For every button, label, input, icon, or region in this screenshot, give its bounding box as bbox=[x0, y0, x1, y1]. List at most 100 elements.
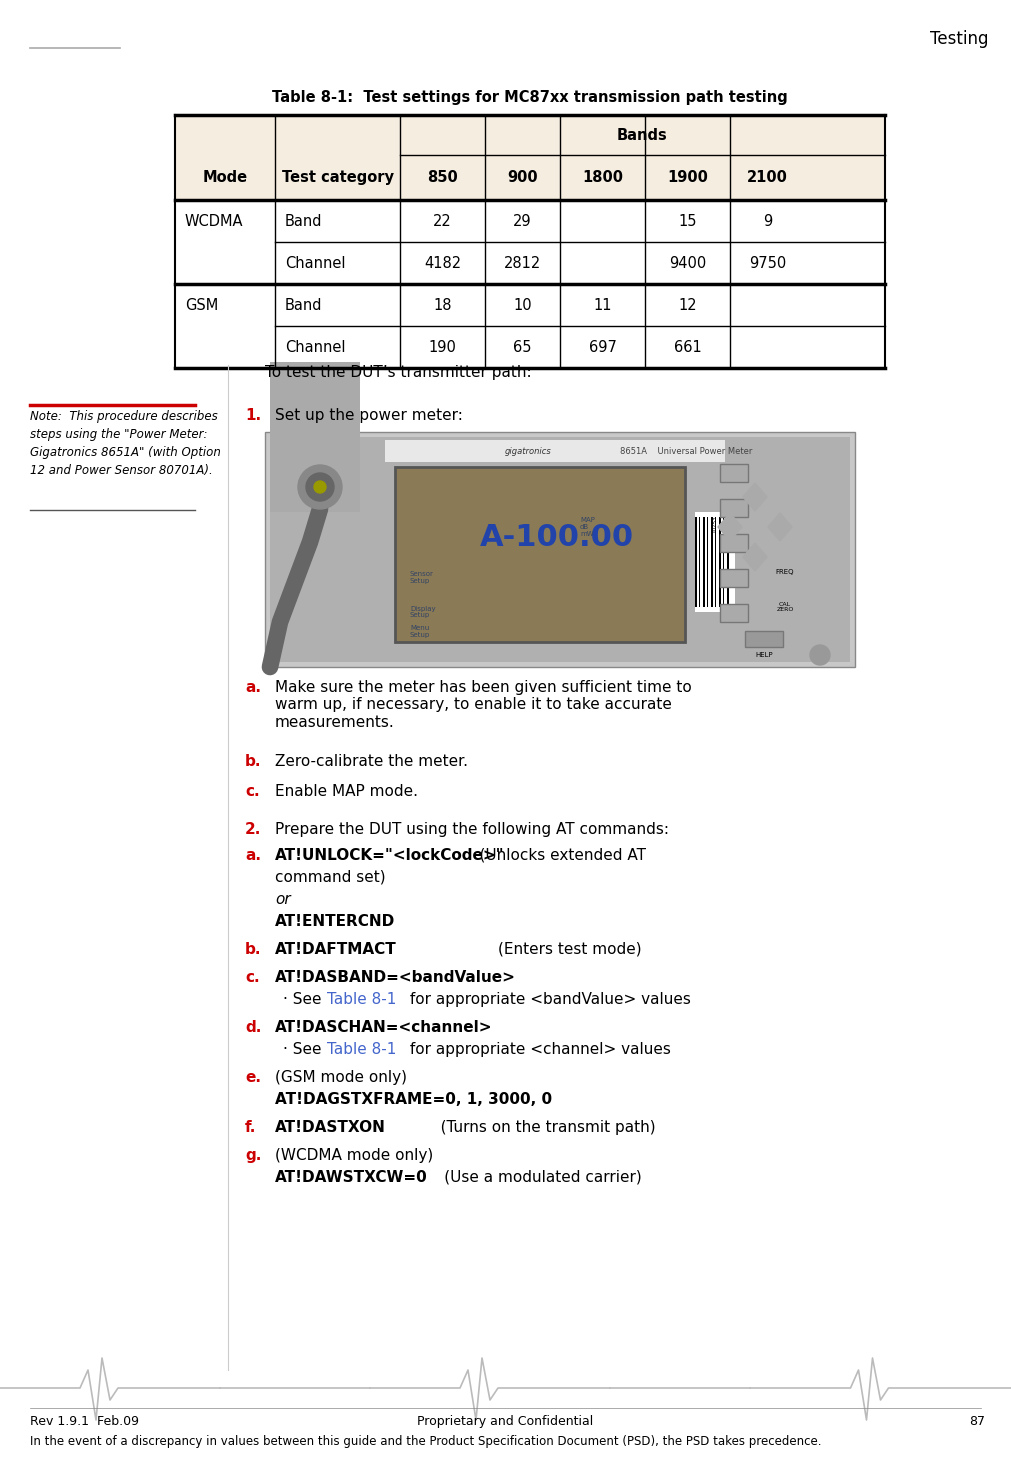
Text: b.: b. bbox=[245, 942, 262, 957]
Text: AT!DASBAND=<bandValue>: AT!DASBAND=<bandValue> bbox=[275, 970, 516, 985]
Bar bbox=[727, 517, 729, 606]
Bar bbox=[703, 517, 705, 606]
Text: steps using the "Power Meter:: steps using the "Power Meter: bbox=[30, 429, 207, 440]
Text: Enable MAP mode.: Enable MAP mode. bbox=[275, 784, 418, 799]
Bar bbox=[720, 534, 748, 552]
Text: Mode: Mode bbox=[202, 170, 248, 185]
Text: A-100.00: A-100.00 bbox=[480, 523, 634, 552]
Text: 4182: 4182 bbox=[424, 255, 461, 270]
Text: 12: 12 bbox=[678, 298, 697, 313]
Bar bbox=[745, 631, 783, 647]
Bar bbox=[720, 603, 748, 622]
Text: Sensor
Setup: Sensor Setup bbox=[410, 571, 434, 583]
Text: 8651A    Universal Power Meter: 8651A Universal Power Meter bbox=[620, 446, 752, 455]
Text: 9: 9 bbox=[763, 213, 772, 229]
Circle shape bbox=[306, 473, 334, 501]
Bar bbox=[385, 440, 725, 462]
Circle shape bbox=[314, 482, 326, 493]
Text: HELP: HELP bbox=[755, 652, 772, 658]
Text: 29: 29 bbox=[514, 213, 532, 229]
Text: 22: 22 bbox=[433, 213, 452, 229]
Text: Proprietary and Confidential: Proprietary and Confidential bbox=[417, 1415, 593, 1428]
Text: f.: f. bbox=[245, 1120, 257, 1135]
Text: AT!DAFTMACT: AT!DAFTMACT bbox=[275, 942, 396, 957]
Text: In the event of a discrepancy in values between this guide and the Product Speci: In the event of a discrepancy in values … bbox=[30, 1436, 822, 1447]
Text: Note:  This procedure describes: Note: This procedure describes bbox=[30, 410, 217, 423]
Text: AT!ENTERCND: AT!ENTERCND bbox=[275, 915, 395, 929]
Circle shape bbox=[810, 644, 830, 665]
Text: d.: d. bbox=[245, 1020, 262, 1035]
Bar bbox=[175, 115, 885, 200]
Text: Make sure the meter has been given sufficient time to
warm up, if necessary, to : Make sure the meter has been given suffi… bbox=[275, 680, 692, 730]
Text: c.: c. bbox=[245, 784, 260, 799]
Text: 900: 900 bbox=[508, 170, 538, 185]
Text: Channel: Channel bbox=[285, 339, 346, 354]
Text: 2812: 2812 bbox=[503, 255, 541, 270]
Text: e.: e. bbox=[245, 1070, 261, 1085]
Text: 1900: 1900 bbox=[667, 170, 708, 185]
Text: 15: 15 bbox=[678, 213, 697, 229]
Polygon shape bbox=[718, 512, 742, 542]
Text: Band: Band bbox=[285, 298, 323, 313]
Bar bbox=[270, 363, 360, 512]
Text: 2100: 2100 bbox=[747, 170, 788, 185]
Text: (GSM mode only): (GSM mode only) bbox=[275, 1070, 407, 1085]
Polygon shape bbox=[743, 483, 767, 511]
Text: command set): command set) bbox=[275, 871, 385, 885]
Text: AT!UNLOCK="<lockCode>": AT!UNLOCK="<lockCode>" bbox=[275, 849, 504, 863]
Text: (Unlocks extended AT: (Unlocks extended AT bbox=[460, 849, 646, 863]
Text: · See: · See bbox=[283, 992, 327, 1007]
Text: for appropriate <channel> values: for appropriate <channel> values bbox=[405, 1042, 671, 1057]
Text: Table 8-1: Table 8-1 bbox=[327, 1042, 396, 1057]
Bar bbox=[270, 437, 850, 662]
Text: 1.: 1. bbox=[245, 408, 261, 423]
Polygon shape bbox=[768, 512, 792, 542]
Polygon shape bbox=[743, 543, 767, 571]
Text: (Turns on the transmit path): (Turns on the transmit path) bbox=[387, 1120, 655, 1135]
Text: c.: c. bbox=[245, 970, 260, 985]
Text: Menu
Setup: Menu Setup bbox=[410, 625, 431, 639]
Bar bbox=[175, 200, 885, 242]
Text: Bands: Bands bbox=[617, 128, 668, 142]
Text: (WCDMA mode only): (WCDMA mode only) bbox=[275, 1148, 434, 1163]
Text: AT!DAGSTXFRAME=0, 1, 3000, 0: AT!DAGSTXFRAME=0, 1, 3000, 0 bbox=[275, 1092, 552, 1107]
Text: To test the DUT’s transmitter path:: To test the DUT’s transmitter path: bbox=[265, 366, 532, 380]
Text: WCDMA: WCDMA bbox=[185, 213, 244, 229]
Bar bbox=[720, 464, 748, 482]
Bar bbox=[695, 512, 735, 612]
Text: 190: 190 bbox=[429, 339, 456, 354]
Text: Band: Band bbox=[285, 213, 323, 229]
Text: (Use a modulated carrier): (Use a modulated carrier) bbox=[415, 1170, 642, 1185]
Bar bbox=[711, 517, 713, 606]
Text: a.: a. bbox=[245, 849, 261, 863]
Circle shape bbox=[298, 465, 342, 509]
Text: Table 8-1: Table 8-1 bbox=[327, 992, 396, 1007]
Bar bbox=[720, 570, 748, 587]
Bar bbox=[719, 517, 721, 606]
Text: AT!DASTXON: AT!DASTXON bbox=[275, 1120, 386, 1135]
Text: (Enters test mode): (Enters test mode) bbox=[420, 942, 642, 957]
Bar bbox=[395, 467, 685, 642]
Text: 87: 87 bbox=[969, 1415, 985, 1428]
Text: Zero-calibrate the meter.: Zero-calibrate the meter. bbox=[275, 755, 468, 769]
Text: Display
Setup: Display Setup bbox=[410, 605, 436, 618]
Text: for appropriate <bandValue> values: for appropriate <bandValue> values bbox=[405, 992, 691, 1007]
Text: Test category: Test category bbox=[281, 170, 393, 185]
Bar bbox=[175, 242, 885, 283]
Text: 65: 65 bbox=[514, 339, 532, 354]
Text: 1800: 1800 bbox=[582, 170, 623, 185]
Bar bbox=[175, 283, 885, 326]
Text: 9750: 9750 bbox=[749, 255, 787, 270]
Text: CAL
ZERO: CAL ZERO bbox=[776, 602, 794, 612]
Text: 11: 11 bbox=[593, 298, 612, 313]
Text: Set up the power meter:: Set up the power meter: bbox=[275, 408, 463, 423]
Text: MAP
dB
mW: MAP dB mW bbox=[580, 517, 594, 537]
Text: Gigatronics 8651A" (with Option: Gigatronics 8651A" (with Option bbox=[30, 446, 220, 459]
Text: FREQ: FREQ bbox=[775, 570, 795, 575]
Text: b.: b. bbox=[245, 755, 262, 769]
Text: Rev 1.9.1  Feb.09: Rev 1.9.1 Feb.09 bbox=[30, 1415, 139, 1428]
Text: 2.: 2. bbox=[245, 822, 262, 837]
Text: 10: 10 bbox=[514, 298, 532, 313]
Text: or: or bbox=[275, 893, 290, 907]
Text: GSM: GSM bbox=[185, 298, 218, 313]
